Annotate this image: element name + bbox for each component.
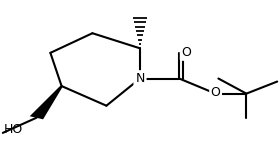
Text: N: N	[135, 72, 145, 85]
Polygon shape	[30, 86, 63, 119]
Text: HO: HO	[4, 123, 24, 136]
Text: O: O	[181, 46, 191, 59]
Text: O: O	[211, 86, 221, 99]
